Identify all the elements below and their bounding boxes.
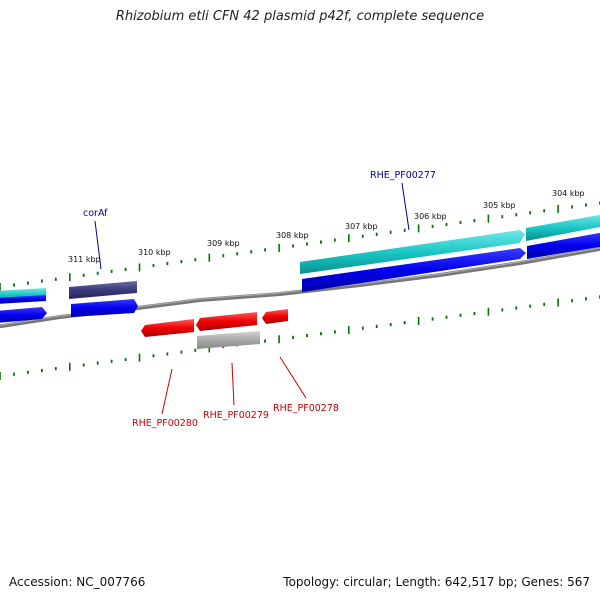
gene-label-corAf[interactable]: corAf	[83, 208, 108, 219]
reverse-cds-rhe-pf00279[interactable]	[196, 312, 257, 331]
tick-label-308: 308 kbp	[276, 231, 309, 240]
inner-tick-ruler	[0, 295, 600, 380]
gene-label-rhe-pf00278[interactable]: RHE_PF00278	[273, 403, 339, 414]
tick-label-309: 309 kbp	[207, 239, 240, 248]
forward-cds-2[interactable]	[71, 299, 138, 317]
outer-tick-ruler	[0, 201, 600, 291]
teal-feature-large[interactable]	[300, 230, 525, 274]
tick-label-307: 307 kbp	[345, 222, 378, 231]
leader-rhe-pf00279	[231, 362, 235, 406]
forward-cds-left-strip[interactable]	[0, 295, 46, 304]
accession-text: Accession: NC_007766	[9, 575, 146, 589]
gray-feature[interactable]	[197, 331, 260, 349]
gene-label-rhe-pf00279[interactable]: RHE_PF00279	[203, 410, 269, 421]
leader-rhe-pf00277	[401, 182, 410, 231]
forward-cds-rhe-pf00277[interactable]	[302, 248, 526, 292]
reverse-cds-rhe-pf00278[interactable]	[262, 309, 288, 324]
teal-feature-right[interactable]	[526, 214, 600, 241]
reverse-cds-rhe-pf00280[interactable]	[141, 319, 194, 337]
tick-label-305: 305 kbp	[483, 201, 516, 210]
forward-cds-left[interactable]	[0, 307, 47, 323]
tick-label-310: 310 kbp	[138, 248, 171, 257]
tick-label-311: 311 kbp	[68, 255, 101, 264]
tick-label-304: 304 kbp	[552, 189, 585, 198]
corAf-feature[interactable]	[69, 281, 137, 299]
gene-label-rhe-pf00277[interactable]: RHE_PF00277	[370, 170, 436, 181]
leader-corAf	[94, 220, 102, 270]
map-title: Rhizobium etli CFN 42 plasmid p42f, comp…	[115, 9, 485, 24]
tick-label-306: 306 kbp	[414, 212, 447, 221]
leader-rhe-pf00280	[161, 368, 173, 415]
gene-label-rhe-pf00280[interactable]: RHE_PF00280	[132, 418, 198, 429]
leader-rhe-pf00278	[279, 356, 307, 399]
forward-cds-right[interactable]	[527, 232, 600, 259]
topology-text: Topology: circular; Length: 642,517 bp; …	[283, 575, 590, 589]
